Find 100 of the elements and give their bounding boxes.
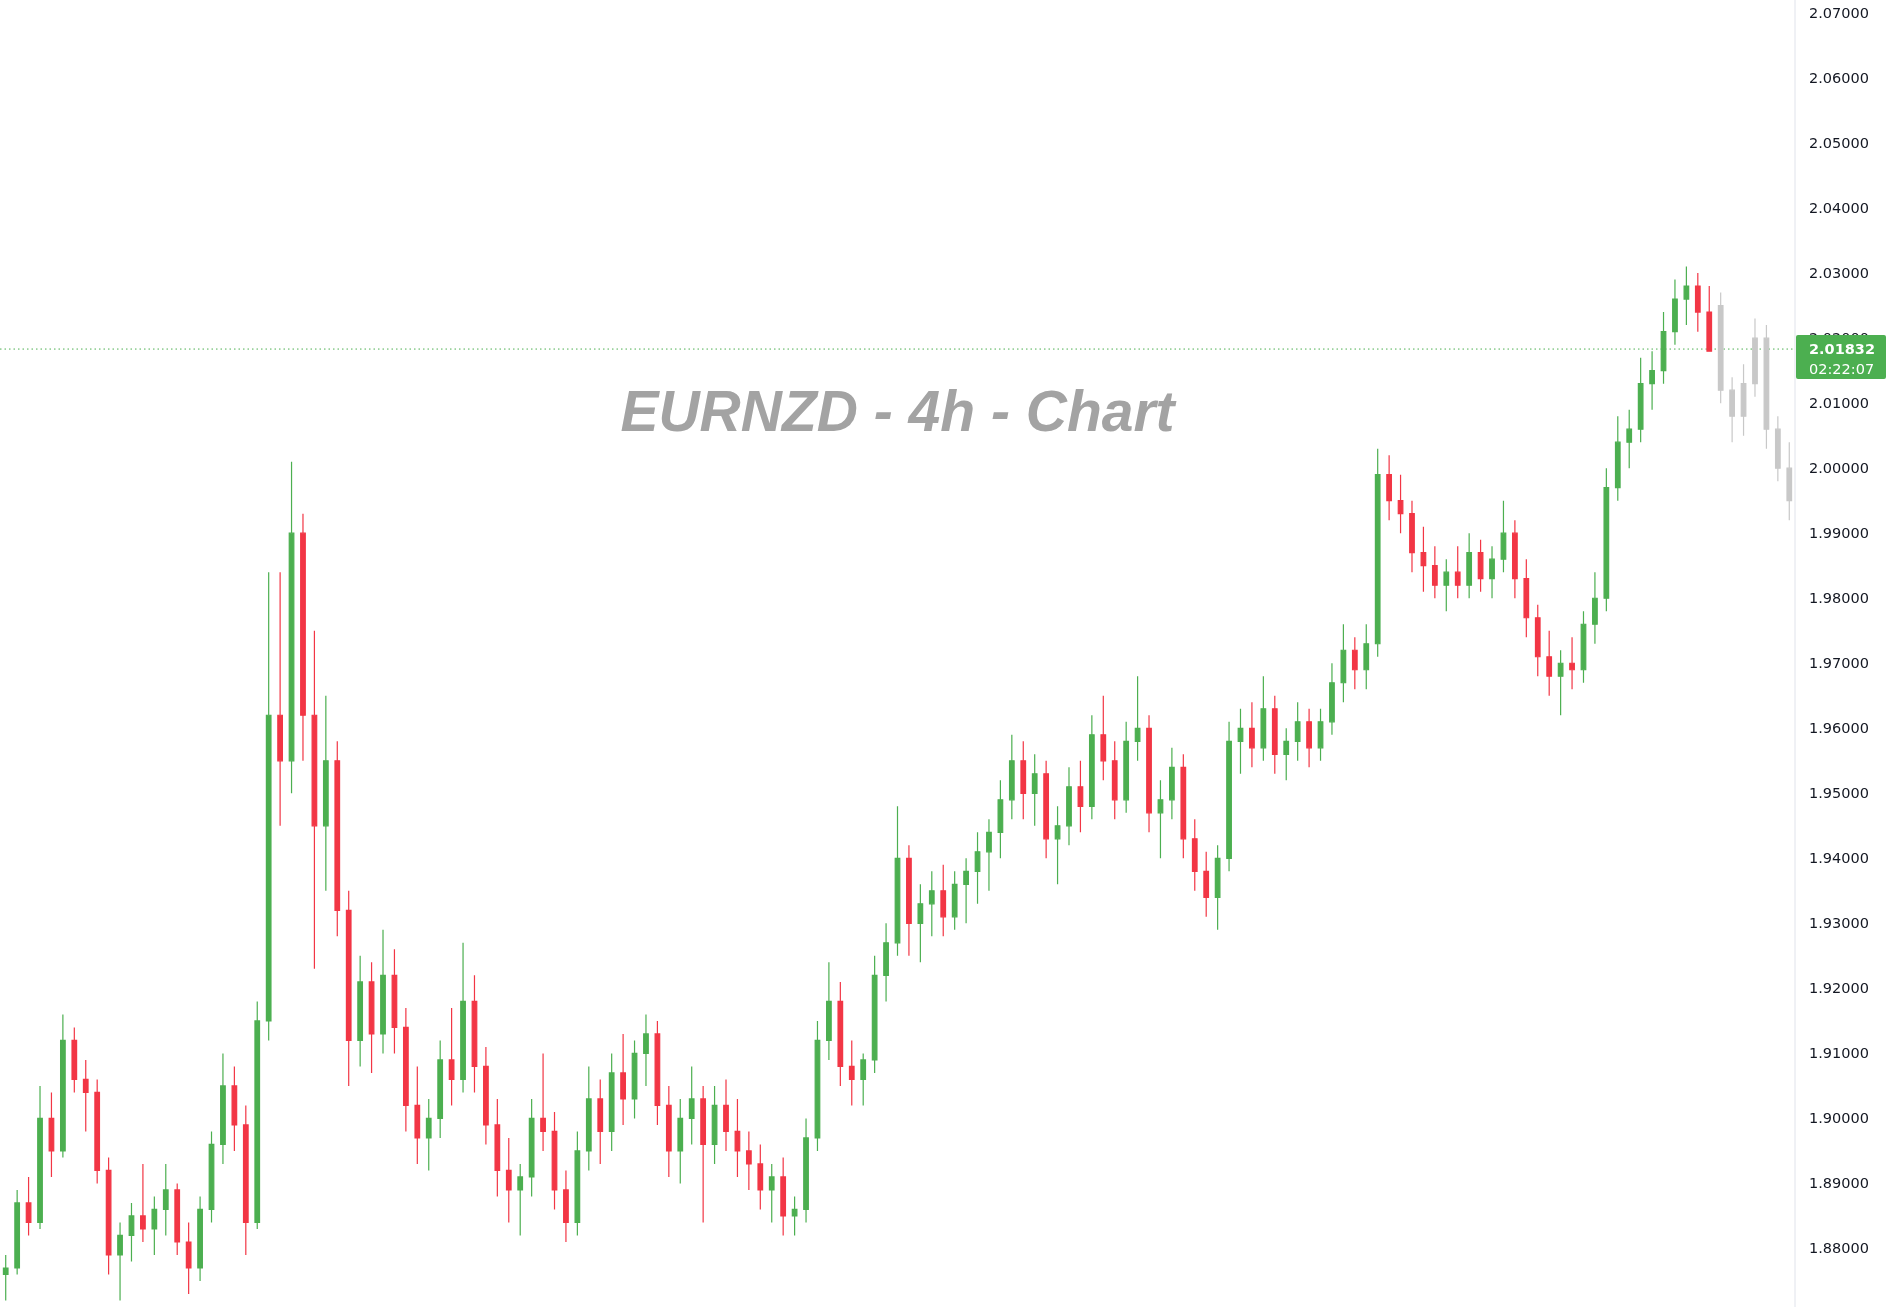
candlestick: [37, 1085, 43, 1230]
candlestick: [1100, 695, 1107, 781]
candlestick: [60, 1013, 66, 1159]
candlestick: [1351, 636, 1358, 690]
candlestick: [940, 864, 947, 937]
candlestick: [1260, 675, 1267, 762]
candlestick: [1477, 539, 1484, 593]
candlestick: [1420, 526, 1427, 593]
candlestick: [1672, 279, 1678, 346]
candlestick: [563, 1169, 569, 1243]
candlestick: [1443, 558, 1450, 612]
y-tick-label: 1.96000: [1809, 720, 1869, 737]
candlestick: [220, 1052, 226, 1165]
candlestick: [1466, 532, 1473, 599]
candlestick: [963, 857, 969, 924]
candlestick: [723, 1078, 729, 1152]
candlestick: [288, 461, 295, 794]
candlestick: [1043, 760, 1050, 859]
candlestick: [345, 890, 352, 1087]
candlestick: [48, 1091, 55, 1178]
candlestick: [1500, 500, 1507, 573]
candlestick: [448, 1007, 455, 1107]
candlestick: [1454, 545, 1461, 599]
candlestick: [1717, 292, 1724, 404]
candlestick: [1409, 500, 1415, 573]
candlestick: [1157, 779, 1164, 859]
candlestick: [1191, 818, 1198, 892]
candlestick: [757, 1143, 764, 1211]
candlestick: [1534, 604, 1541, 677]
candlestick: [1169, 747, 1175, 820]
candlestick: [711, 1085, 718, 1165]
candlestick: [483, 1046, 489, 1146]
candlestick: [368, 961, 375, 1074]
candlestick: [951, 870, 958, 931]
candlestick: [803, 1117, 809, 1224]
y-tick-label: 1.95000: [1809, 785, 1869, 802]
candlestick: [254, 1000, 261, 1230]
candlestick: [551, 1111, 558, 1211]
candlestick: [1123, 721, 1130, 814]
y-tick-label: 1.99000: [1809, 525, 1869, 542]
candlestick: [1774, 415, 1781, 482]
text: EURNZD - 4h - Chart: [620, 379, 1177, 444]
candlestick: [745, 1130, 752, 1191]
candlestick: [300, 513, 306, 762]
candlestick: [1523, 558, 1530, 638]
y-tick-label: 2.00000: [1809, 460, 1869, 477]
candlestick: [82, 1059, 89, 1133]
candlestick: [1694, 272, 1701, 333]
candlestick: [1134, 675, 1141, 762]
candlestick: [734, 1098, 741, 1178]
candlestick: [471, 974, 478, 1094]
y-tick-label: 1.92000: [1809, 980, 1869, 997]
candlestick: [1249, 701, 1255, 768]
candlestick: [1752, 318, 1758, 398]
candlestick: [768, 1163, 775, 1224]
candlestick: [1569, 636, 1575, 690]
candlestick: [140, 1163, 146, 1243]
candlestick: [1592, 571, 1598, 645]
candlestick: [322, 695, 329, 892]
y-tick-label: 2.06000: [1809, 70, 1869, 87]
y-tick-label: 2.04000: [1809, 200, 1869, 217]
candlestick: [700, 1085, 707, 1224]
candlestick: [1088, 714, 1095, 820]
candlestick: [208, 1130, 215, 1224]
y-tick-label: 2.01000: [1809, 395, 1869, 412]
candlestick: [1340, 623, 1347, 703]
candlestick: [14, 1189, 21, 1276]
candlestick: [643, 1013, 649, 1087]
candlestick: [597, 1078, 604, 1165]
candlestick: [574, 1130, 581, 1237]
candlestick: [1489, 545, 1495, 599]
candlestick: [460, 942, 466, 1094]
candlestick: [174, 1182, 181, 1256]
y-tick-label: 2.07000: [1809, 5, 1869, 21]
candlestick: [1054, 805, 1061, 885]
candlestick: [1329, 662, 1335, 736]
candlestick: [402, 1007, 409, 1133]
candlestick: [1271, 695, 1278, 775]
candlestick: [860, 1052, 867, 1107]
candlestick: [1008, 734, 1015, 820]
candlestick: [1031, 753, 1038, 827]
y-tick-label: 1.98000: [1809, 590, 1869, 607]
candlestick: [2, 1254, 9, 1302]
candlestick: [677, 1098, 684, 1185]
candlestick: [1740, 363, 1747, 437]
candlestick: [1237, 708, 1244, 775]
candlestick: [311, 630, 318, 970]
candlestick: [1317, 708, 1324, 762]
candlestick: [25, 1176, 32, 1237]
candlestick: [894, 805, 901, 957]
candlestick: [1637, 357, 1644, 443]
candlestick: [1729, 376, 1735, 443]
y-tick-label: 1.97000: [1809, 655, 1869, 672]
candlestick: [1020, 740, 1027, 820]
candlestick: [197, 1195, 203, 1282]
candlestick: [265, 571, 272, 1041]
candlestick: [1626, 409, 1633, 469]
candlestick: [380, 929, 386, 1054]
candlestick: [1203, 851, 1210, 918]
candlestick: [997, 779, 1004, 859]
